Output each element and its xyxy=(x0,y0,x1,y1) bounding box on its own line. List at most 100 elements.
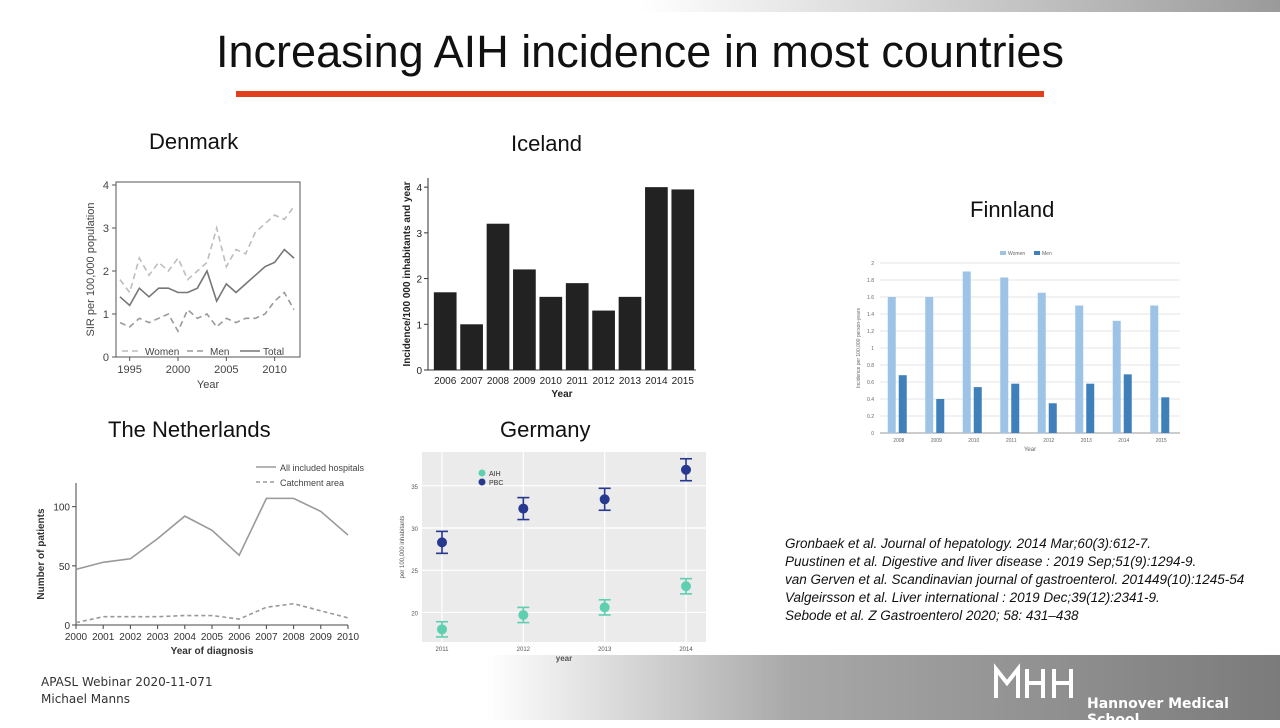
footer-author: Michael Manns xyxy=(41,692,130,706)
y-axis-label: Number of patients xyxy=(36,508,47,600)
bar-women xyxy=(887,297,896,433)
x-tick-label: 2005 xyxy=(214,364,238,376)
footer: APASL Webinar 2020-11-071 Michael Manns xyxy=(41,674,213,708)
bar xyxy=(460,324,483,370)
bar-men xyxy=(1161,397,1170,433)
bar xyxy=(513,269,536,370)
x-tick-label: 2011 xyxy=(1006,438,1017,444)
x-tick-label: 2003 xyxy=(146,632,169,643)
series-line-total xyxy=(119,248,295,307)
y-tick-label: 2 xyxy=(103,266,109,278)
mhh-logo-icon xyxy=(994,663,1073,698)
x-tick-label: 2006 xyxy=(228,632,251,643)
legend-label: Women xyxy=(1008,251,1025,257)
x-tick-label: 2011 xyxy=(566,376,588,387)
point-pbc xyxy=(599,494,610,505)
series-line xyxy=(75,497,349,571)
bar xyxy=(433,292,457,370)
bar-women xyxy=(925,297,934,433)
x-tick-label: 2014 xyxy=(645,376,668,387)
x-tick-label: 2009 xyxy=(310,632,333,643)
y-tick-label: 1.4 xyxy=(867,312,874,318)
y-axis-label: Incidence per 100,000 person-years xyxy=(856,307,862,388)
x-tick-label: 2008 xyxy=(487,376,510,387)
bar xyxy=(671,189,695,370)
x-tick-label: 2002 xyxy=(119,632,142,643)
x-tick-label: 2004 xyxy=(174,632,197,643)
legend-swatch xyxy=(478,478,486,486)
reference-item: Gronbaek et al. Journal of hepatology. 2… xyxy=(785,536,1151,551)
y-tick-label: 1 xyxy=(416,320,422,331)
iceland-label: Iceland xyxy=(511,131,582,156)
bar-women xyxy=(1075,305,1084,433)
y-tick-label: 1.6 xyxy=(867,295,874,301)
x-tick-label: 2000 xyxy=(166,364,190,376)
x-tick-label: 2010 xyxy=(540,376,563,387)
netherlands-label: The Netherlands xyxy=(108,417,271,442)
bar xyxy=(539,296,563,370)
y-tick-label: 0.6 xyxy=(867,380,874,386)
y-tick-label: 1 xyxy=(103,309,109,321)
y-tick-label: 50 xyxy=(59,562,71,573)
reference-item: Valgeirsson et al. Liver international :… xyxy=(785,590,1160,605)
bar-men xyxy=(898,375,907,433)
y-tick-label: 1.2 xyxy=(867,329,874,335)
x-tick-label: 2014 xyxy=(1118,438,1129,444)
slide-title: Increasing AIH incidence in most countri… xyxy=(216,26,1064,77)
reference-item: van Gerven et al. Scandinavian journal o… xyxy=(785,572,1245,587)
x-axis-label: year xyxy=(556,654,572,663)
y-tick-label: 1.8 xyxy=(867,278,874,284)
x-tick-label: 2000 xyxy=(65,632,88,643)
title-underline xyxy=(236,91,1044,97)
x-tick-label: 2010 xyxy=(968,438,979,444)
bar-men xyxy=(1011,383,1020,433)
x-tick-label: 2012 xyxy=(517,647,531,653)
y-tick-label: 20 xyxy=(411,611,418,617)
legend-swatch xyxy=(478,469,486,477)
point-aih xyxy=(681,581,691,592)
legend-label: Men xyxy=(1042,251,1052,257)
bar-women xyxy=(962,271,971,433)
x-tick-label: 2013 xyxy=(619,376,642,387)
reference-item: Sebode et al. Z Gastroenterol 2020; 58: … xyxy=(785,608,1079,623)
x-tick-label: 2015 xyxy=(1156,438,1167,444)
x-tick-label: 2001 xyxy=(92,632,115,643)
y-tick-label: 3 xyxy=(416,229,422,240)
legend-label: Total xyxy=(263,347,284,358)
x-tick-label: 2014 xyxy=(679,647,693,653)
legend-label: AIH xyxy=(489,471,501,478)
series-line xyxy=(75,602,349,624)
y-tick-label: 30 xyxy=(411,527,418,533)
bar xyxy=(592,310,615,370)
legend-label: Women xyxy=(145,347,179,358)
x-axis-label: Year xyxy=(1024,447,1036,453)
x-tick-label: 1995 xyxy=(117,364,141,376)
y-tick-label: 0.8 xyxy=(867,363,874,369)
x-tick-label: 2006 xyxy=(434,376,457,387)
bottom-gradient-bar xyxy=(0,655,1280,720)
y-tick-label: 2 xyxy=(871,261,874,267)
bar xyxy=(645,187,668,370)
x-tick-label: 2009 xyxy=(931,438,942,444)
x-tick-label: 2012 xyxy=(592,376,615,387)
bar xyxy=(618,296,642,370)
legend-label: All included hospitals xyxy=(280,463,365,473)
bar xyxy=(565,283,589,370)
netherlands-chart: 0 50 100 2000 2001 2002 2003 2004 2005 2006 2007 20… xyxy=(36,463,365,657)
bar xyxy=(486,223,510,370)
y-tick-label: 1 xyxy=(871,346,874,352)
x-tick-label: 2008 xyxy=(282,632,305,643)
footer-event: APASL Webinar 2020-11-071 xyxy=(41,675,213,689)
bar-men xyxy=(1086,383,1095,433)
bar-men xyxy=(936,399,945,433)
x-tick-label: 2013 xyxy=(598,647,612,653)
references: Gronbaek et al. Journal of hepatology. 2… xyxy=(785,535,1244,625)
point-pbc xyxy=(681,464,691,475)
y-tick-label: 35 xyxy=(411,485,418,491)
germany-chart: 20 25 30 35 2011 2012 2013 2014 year per 100,000 … xyxy=(400,452,706,663)
x-tick-label: 2007 xyxy=(460,376,483,387)
series-line-men xyxy=(119,291,295,333)
point-pbc xyxy=(437,537,447,548)
bar-men xyxy=(1048,403,1057,433)
